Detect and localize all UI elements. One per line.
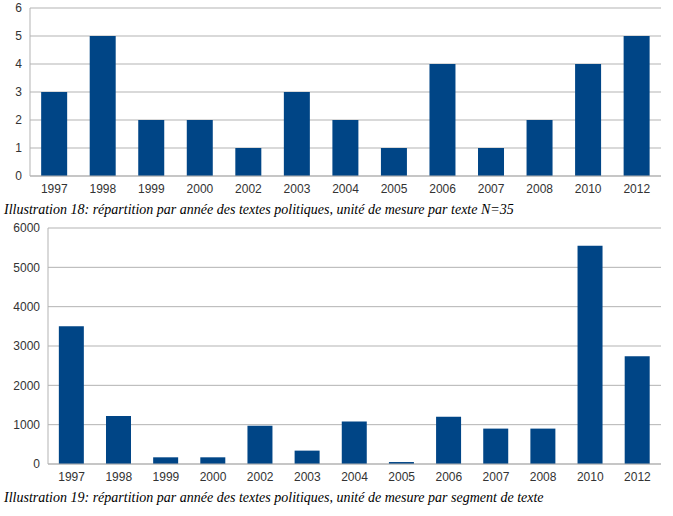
svg-text:1: 1: [15, 141, 22, 155]
svg-text:1999: 1999: [138, 182, 165, 196]
svg-text:2003: 2003: [294, 470, 321, 484]
svg-text:1000: 1000: [13, 418, 40, 432]
svg-text:2007: 2007: [478, 182, 505, 196]
svg-text:1999: 1999: [153, 470, 180, 484]
svg-text:2000: 2000: [200, 470, 227, 484]
svg-text:2012: 2012: [624, 470, 651, 484]
svg-text:2000: 2000: [187, 182, 214, 196]
svg-text:2008: 2008: [530, 470, 557, 484]
html-text:Illustration 18: répartition p: Illustration 18: répartition par année d…: [4, 202, 514, 217]
svg-text:2006: 2006: [435, 470, 462, 484]
svg-text:5000: 5000: [13, 261, 40, 275]
html-text:Illustration 19: répartition p: Illustration 19: répartition par année d…: [4, 490, 544, 505]
svg-text:2006: 2006: [429, 182, 456, 196]
svg-text:2002: 2002: [247, 470, 274, 484]
svg-text:1997: 1997: [41, 182, 68, 196]
svg-text:2005: 2005: [381, 182, 408, 196]
svg-text:2000: 2000: [13, 379, 40, 393]
svg-text:6000: 6000: [13, 221, 40, 235]
svg-text:2005: 2005: [388, 470, 415, 484]
svg-text:2003: 2003: [284, 182, 311, 196]
svg-text:2012: 2012: [623, 182, 650, 196]
svg-text:2007: 2007: [483, 470, 510, 484]
svg-text:4: 4: [15, 57, 22, 71]
svg-text:3000: 3000: [13, 339, 40, 353]
svg-text:0: 0: [33, 457, 40, 471]
svg-text:6: 6: [15, 1, 22, 15]
svg-text:2002: 2002: [235, 182, 262, 196]
svg-text:0: 0: [15, 169, 22, 183]
svg-text:1998: 1998: [105, 470, 132, 484]
svg-text:2004: 2004: [332, 182, 359, 196]
svg-text:1998: 1998: [89, 182, 116, 196]
svg-text:2: 2: [15, 113, 22, 127]
svg-text:5: 5: [15, 29, 22, 43]
svg-text:3: 3: [15, 85, 22, 99]
svg-text:4000: 4000: [13, 300, 40, 314]
svg-text:2004: 2004: [341, 470, 368, 484]
svg-text:2010: 2010: [577, 470, 604, 484]
svg-text:1997: 1997: [58, 470, 85, 484]
svg-text:2010: 2010: [575, 182, 602, 196]
svg-text:2008: 2008: [526, 182, 553, 196]
